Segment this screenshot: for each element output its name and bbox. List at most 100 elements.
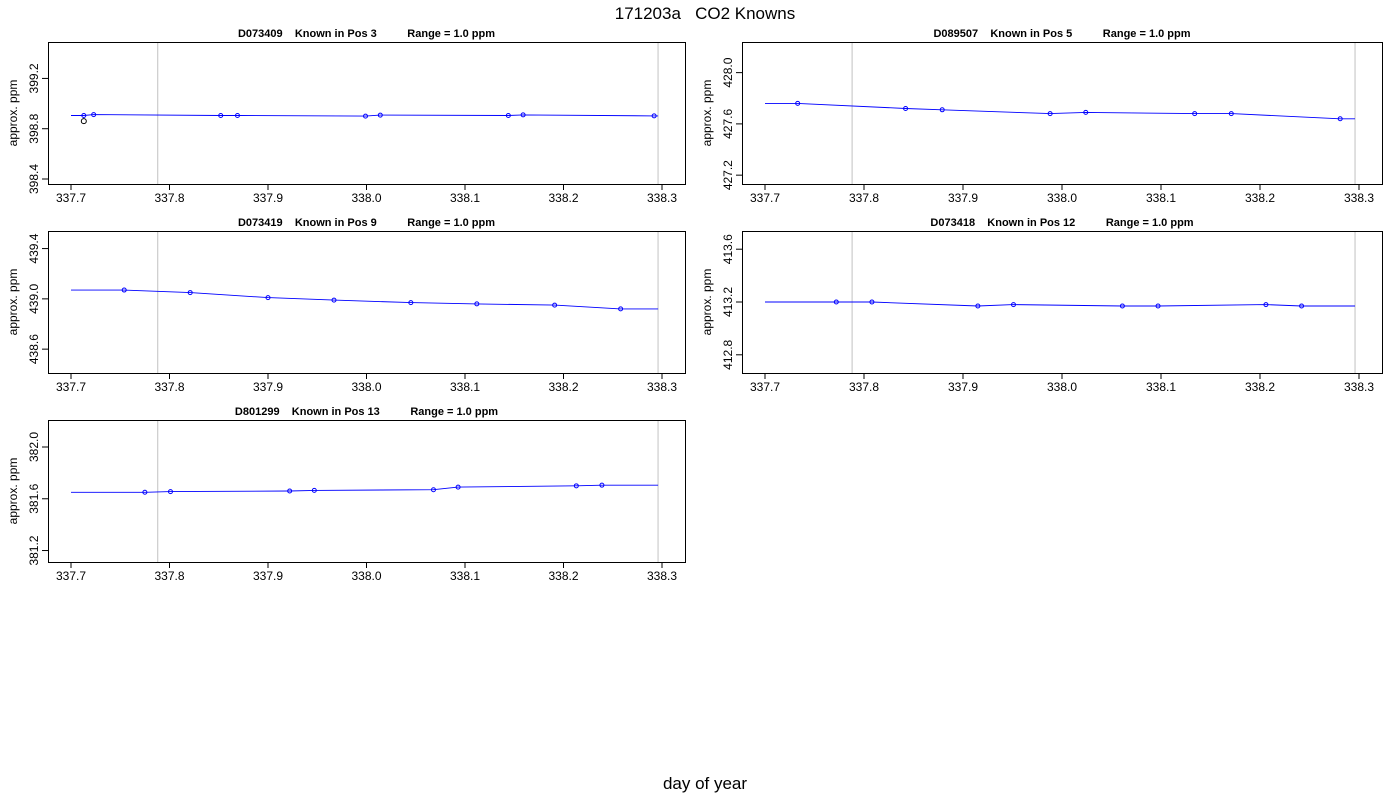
y-tick-label: 381.2	[27, 535, 41, 565]
series-line	[71, 289, 659, 310]
data-point	[833, 299, 839, 305]
y-tick-label: 427.6	[721, 109, 735, 139]
data-point	[1337, 116, 1343, 122]
y-axis-title: approx. ppm	[6, 80, 20, 147]
chart-panel-5: D801299 Known in Pos 13 Range = 1.0 ppm 3…	[6, 406, 686, 583]
data-point	[187, 290, 193, 296]
y-axis-title: approx. ppm	[700, 80, 714, 147]
x-tick-label: 337.8	[154, 191, 184, 205]
data-point	[142, 489, 148, 495]
x-tick-label: 337.9	[253, 191, 283, 205]
x-tick-label: 337.7	[750, 191, 780, 205]
x-tick-label: 338.1	[450, 569, 480, 583]
data-point	[573, 483, 579, 489]
data-point	[869, 299, 875, 305]
x-tick-label: 337.9	[253, 569, 283, 583]
x-tick-label: 338.3	[1344, 191, 1374, 205]
data-point	[520, 112, 526, 118]
data-point	[474, 301, 480, 307]
x-tick-label: 338.0	[1047, 380, 1077, 394]
x-tick-label: 338.3	[647, 569, 677, 583]
y-axis-title: approx. ppm	[6, 458, 20, 525]
panel-title: D801299 Known in Pos 13 Range = 1.0 ppm	[235, 406, 498, 418]
x-tick-label: 338.2	[548, 191, 578, 205]
panel-title: D073409 Known in Pos 3 Range = 1.0 ppm	[238, 28, 495, 40]
x-tick-label: 338.0	[351, 191, 381, 205]
data-point	[1299, 303, 1305, 309]
data-point	[1155, 303, 1161, 309]
chart-panel-1: D073409 Known in Pos 3 Range = 1.0 ppm 33…	[6, 28, 686, 205]
chart-panel-2: D089507 Known in Pos 5 Range = 1.0 ppm 33…	[700, 28, 1383, 205]
y-axis-title: approx. ppm	[700, 269, 714, 336]
data-point	[234, 113, 240, 119]
data-point	[287, 488, 293, 494]
y-tick-label: 439.0	[27, 284, 41, 314]
data-point	[265, 295, 271, 301]
data-point	[91, 112, 97, 118]
y-tick-label: 382.0	[27, 432, 41, 462]
data-point	[218, 113, 224, 119]
data-point	[377, 112, 383, 118]
panel-title: D073419 Known in Pos 9 Range = 1.0 ppm	[238, 217, 495, 229]
x-tick-label: 337.8	[154, 569, 184, 583]
x-tick-label: 337.8	[849, 380, 879, 394]
y-tick-label: 439.4	[27, 233, 41, 263]
data-point	[455, 484, 461, 490]
y-tick-label: 398.8	[27, 113, 41, 143]
x-tick-label: 337.7	[56, 380, 86, 394]
data-point	[1083, 109, 1089, 115]
x-tick-label: 338.0	[351, 569, 381, 583]
data-point-initial	[80, 118, 87, 125]
data-point	[1228, 111, 1234, 117]
data-point	[363, 113, 369, 119]
x-tick-label: 337.7	[56, 191, 86, 205]
data-point	[408, 300, 414, 306]
series-line	[765, 102, 1355, 120]
data-point	[167, 489, 173, 495]
data-point	[1192, 111, 1198, 117]
chart-panel-4: D073418 Known in Pos 12 Range = 1.0 ppm 3…	[700, 217, 1383, 394]
data-point	[1119, 303, 1125, 309]
data-point	[121, 287, 127, 293]
chart-panel-3: D073419 Known in Pos 9 Range = 1.0 ppm 33…	[6, 217, 686, 394]
data-point	[618, 306, 624, 312]
x-tick-label: 337.7	[750, 380, 780, 394]
x-axis-label: day of year	[662, 774, 748, 793]
x-tick-label: 338.1	[450, 191, 480, 205]
data-point	[651, 113, 657, 119]
series-line	[71, 114, 659, 117]
x-tick-label: 338.2	[1245, 191, 1275, 205]
data-point	[939, 107, 945, 113]
data-point	[505, 113, 511, 119]
x-tick-label: 338.1	[1146, 191, 1176, 205]
data-point	[552, 302, 558, 308]
x-tick-label: 338.3	[1344, 380, 1374, 394]
data-point	[903, 106, 909, 112]
data-point	[1047, 111, 1053, 117]
y-axis-title: approx. ppm	[6, 269, 20, 336]
y-tick-label: 381.6	[27, 483, 41, 513]
x-tick-label: 337.9	[253, 380, 283, 394]
series-line	[765, 301, 1355, 307]
series-line	[71, 484, 659, 493]
x-tick-label: 337.9	[948, 191, 978, 205]
data-point	[430, 487, 436, 493]
data-point	[795, 100, 801, 106]
page-title: 171203a CO2 Knowns	[614, 4, 796, 23]
x-tick-label: 338.2	[548, 569, 578, 583]
y-tick-label: 412.8	[721, 339, 735, 369]
x-tick-label: 338.2	[1245, 380, 1275, 394]
x-tick-label: 338.1	[450, 380, 480, 394]
x-tick-label: 337.8	[154, 380, 184, 394]
plot-frame	[48, 42, 686, 185]
x-tick-label: 338.0	[1047, 191, 1077, 205]
y-tick-label: 427.2	[721, 160, 735, 190]
data-point	[1263, 302, 1269, 308]
y-tick-label: 413.2	[721, 287, 735, 317]
x-tick-label: 337.9	[948, 380, 978, 394]
y-tick-label: 438.6	[27, 334, 41, 364]
plot-frame	[48, 231, 686, 374]
data-point	[81, 113, 87, 119]
plot-frame	[48, 420, 686, 563]
data-point	[975, 303, 981, 309]
